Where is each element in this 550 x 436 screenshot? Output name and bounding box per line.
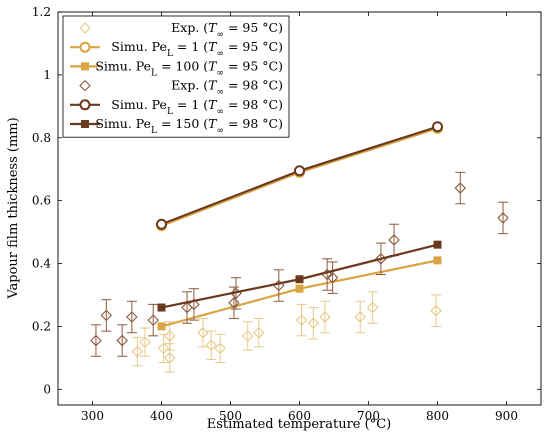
data-point bbox=[214, 342, 226, 355]
y-axis-label: Vapour film thickness (mm) bbox=[6, 117, 21, 299]
legend-marker bbox=[81, 120, 89, 128]
legend-marker bbox=[79, 22, 91, 34]
data-point bbox=[294, 165, 305, 177]
data-point bbox=[454, 182, 467, 194]
legend-marker bbox=[81, 62, 89, 71]
data-point bbox=[388, 234, 400, 246]
plot-marks bbox=[90, 121, 509, 373]
legend-label: Simu. PeL = 1 (T∞ = 98 °C) bbox=[111, 97, 283, 117]
legend-marker bbox=[79, 99, 91, 111]
data-point bbox=[164, 330, 176, 342]
y-axis-ticks: 0 0.2 0.4 0.6 0.8 1 1.2 bbox=[32, 5, 541, 396]
data-point bbox=[354, 311, 366, 323]
data-point bbox=[139, 336, 151, 348]
data-point bbox=[430, 304, 442, 317]
data-point bbox=[319, 311, 331, 323]
x-tick-label: 700 bbox=[357, 409, 380, 423]
y-tick-label: 1 bbox=[43, 68, 51, 82]
data-point bbox=[432, 121, 443, 133]
data-point bbox=[205, 339, 217, 352]
data-point bbox=[157, 322, 166, 331]
data-point bbox=[366, 301, 379, 314]
data-point bbox=[157, 303, 166, 312]
x-tick-label: 900 bbox=[495, 409, 518, 423]
series-2 bbox=[157, 256, 442, 331]
data-point bbox=[295, 314, 308, 326]
series-4 bbox=[156, 121, 443, 230]
legend-marker bbox=[79, 79, 91, 92]
data-point bbox=[433, 240, 442, 249]
data-point bbox=[157, 342, 170, 355]
y-tick-label: 0.4 bbox=[32, 257, 51, 271]
legend-label: Simu. PeL = 150 (T∞ = 98 °C) bbox=[95, 116, 283, 136]
series-5 bbox=[157, 240, 442, 312]
x-tick-label: 300 bbox=[81, 409, 104, 423]
legend-label: Exp. (T∞ = 95 °C) bbox=[171, 20, 283, 40]
legend-box bbox=[62, 15, 290, 138]
x-tick-label: 600 bbox=[288, 409, 311, 423]
data-point bbox=[131, 345, 144, 358]
legend-label: Exp. (T∞ = 98 °C) bbox=[171, 78, 283, 98]
y-tick-label: 1.2 bbox=[32, 5, 51, 19]
series-0 bbox=[131, 291, 442, 373]
data-point bbox=[253, 326, 265, 339]
data-point bbox=[228, 297, 240, 309]
data-point bbox=[100, 309, 113, 322]
data-point bbox=[164, 352, 176, 364]
series-3 bbox=[90, 171, 509, 357]
data-point bbox=[126, 311, 138, 323]
legend-marker bbox=[79, 41, 91, 53]
legend-label: Simu. PeL = 1 (T∞ = 95 °C) bbox=[111, 39, 283, 59]
data-point bbox=[116, 334, 128, 347]
data-point bbox=[326, 271, 339, 284]
data-point bbox=[156, 218, 167, 230]
y-tick-label: 0 bbox=[43, 382, 51, 396]
x-axis-ticks: 300 400 500 600 700 800 900 bbox=[81, 12, 518, 423]
data-point bbox=[497, 212, 509, 224]
legend: Exp. (T∞ = 95 °C)Simu. PeL = 1 (T∞ = 95 … bbox=[62, 15, 290, 138]
data-point bbox=[90, 334, 102, 347]
data-point bbox=[295, 275, 304, 284]
data-point bbox=[241, 330, 254, 342]
x-axis-label: Estimated temperature (°C) bbox=[207, 417, 391, 432]
data-point bbox=[433, 256, 442, 265]
y-tick-label: 0.6 bbox=[32, 194, 51, 208]
data-point bbox=[307, 317, 320, 330]
x-tick-label: 800 bbox=[426, 409, 449, 423]
x-tick-label: 500 bbox=[219, 409, 242, 423]
y-tick-label: 0.8 bbox=[32, 131, 51, 145]
data-point bbox=[188, 298, 200, 311]
data-point bbox=[147, 314, 159, 326]
data-point bbox=[295, 284, 304, 293]
y-tick-label: 0.2 bbox=[32, 319, 51, 333]
legend-label: Simu. PeL = 100 (T∞ = 95 °C) bbox=[95, 58, 283, 78]
x-tick-label: 400 bbox=[150, 409, 173, 423]
